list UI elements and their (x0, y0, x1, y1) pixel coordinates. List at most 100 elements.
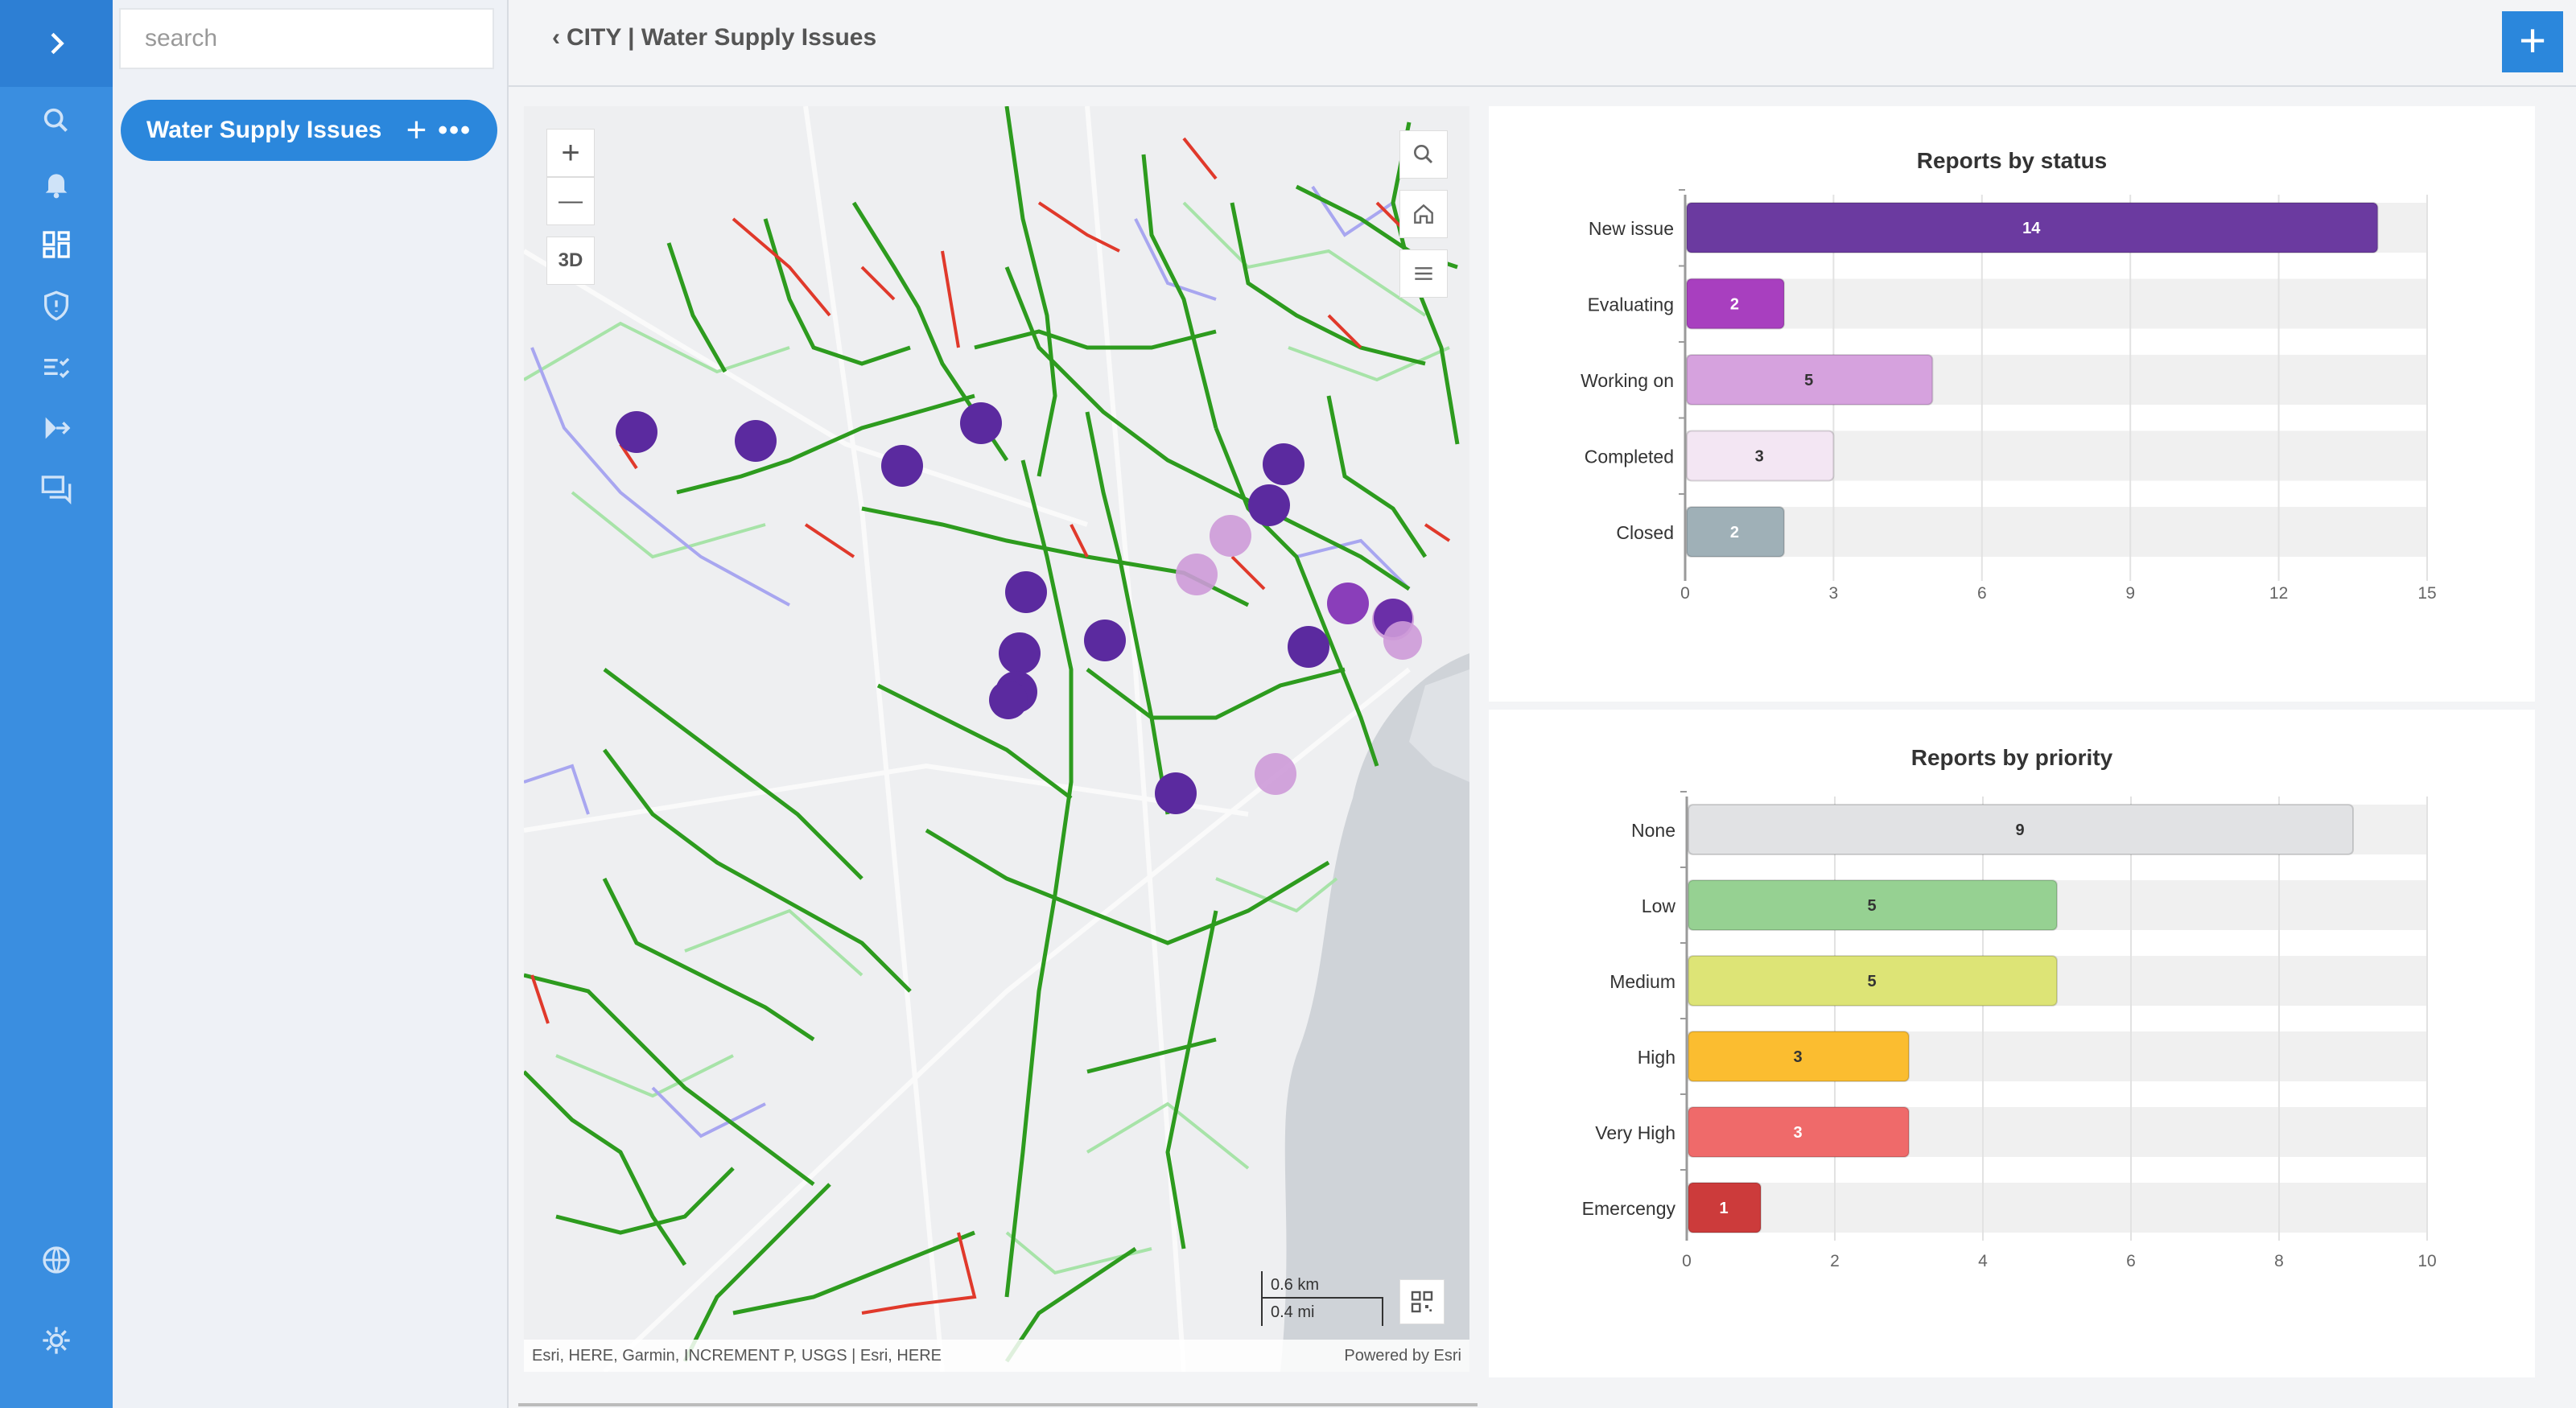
dashboard-icon (43, 231, 70, 258)
x-tick-label: 6 (1977, 584, 1987, 603)
bar[interactable] (1686, 430, 1835, 482)
home-button[interactable] (1399, 190, 1448, 238)
bar-value-label: 14 (2022, 220, 2041, 237)
rail-search-button[interactable] (0, 97, 113, 145)
x-tick-label: 10 (2417, 1252, 2436, 1270)
category-label: Medium (1609, 971, 1675, 992)
rail-dashboard-button[interactable] (0, 220, 113, 269)
category-label: Low (1642, 895, 1676, 916)
bar-value-label: 3 (1755, 448, 1764, 466)
priority-chart: 9 None 5 Low 5 Medium 3 High 3 Very High 1 Emerceng… (1582, 791, 2437, 1270)
bar[interactable] (1686, 202, 2379, 253)
bar[interactable] (1688, 804, 2354, 855)
globe-icon (43, 1246, 70, 1274)
bar-value-label: 1 (1719, 1200, 1728, 1217)
category-label: Working on (1581, 370, 1674, 391)
map-view[interactable]: + — 3D 0.6 km 0.4 mi Esri, HERE, Garmin,… (524, 106, 1469, 1372)
chevron-right-icon (51, 32, 64, 55)
list-icon (1415, 267, 1432, 280)
status-chart: 14 New issue 2 Evaluating 5 Working on 3 Comple… (1581, 189, 2437, 603)
bar-track (1685, 507, 2427, 557)
bar[interactable] (1688, 1031, 1910, 1082)
bell-icon (45, 174, 68, 199)
rail-messages-button[interactable] (0, 465, 113, 513)
x-tick-label: 6 (2126, 1252, 2136, 1270)
flow-icon (45, 417, 71, 439)
bar[interactable] (1686, 354, 1934, 406)
map-basemap[interactable] (524, 106, 1469, 1372)
chart-title-priority: Reports by priority (1910, 745, 2113, 770)
qr-code-icon (1411, 1291, 1433, 1313)
bar[interactable] (1688, 1182, 1762, 1233)
scale-bar: 0.6 km 0.4 mi (1261, 1271, 1383, 1326)
page-header: ‹ CITY | Water Supply Issues + (509, 0, 2576, 87)
layers-panel: search Water Supply Issues + ••• (113, 0, 509, 1408)
rail-security-button[interactable] (0, 282, 113, 330)
x-tick-label: 4 (1978, 1252, 1988, 1270)
shield-icon (44, 290, 68, 321)
back-icon[interactable]: ‹ (552, 24, 560, 51)
priority-chart-card: Reports by priority 9 None 5 Low 5 Medium 3 Hig… (1489, 710, 2535, 1377)
bar[interactable] (1688, 1106, 1910, 1158)
x-tick-label: 9 (2125, 584, 2135, 603)
bar-value-label: 3 (1793, 1124, 1802, 1142)
add-icon[interactable]: + (406, 110, 427, 150)
gear-icon (43, 1327, 70, 1354)
rail-globe-button[interactable] (0, 1236, 113, 1284)
x-tick-label: 0 (1682, 1252, 1692, 1270)
rail-tasks-button[interactable] (0, 343, 113, 391)
scale-km: 0.6 km (1261, 1271, 1383, 1299)
layer-list-button[interactable] (1399, 249, 1448, 298)
qr-button[interactable] (1399, 1279, 1445, 1324)
rail-notifications-button[interactable] (0, 159, 113, 208)
page-title: ‹ CITY | Water Supply Issues (552, 24, 876, 51)
category-label: Emercengy (1582, 1198, 1676, 1219)
search-icon (1414, 145, 1433, 164)
add-widget-button[interactable]: + (2502, 11, 2563, 72)
bar-value-label: 3 (1793, 1048, 1802, 1066)
layer-label: Water Supply Issues (146, 117, 382, 143)
checklist-icon (44, 357, 70, 379)
page-title-text: CITY | Water Supply Issues (567, 24, 877, 51)
bar-value-label: 2 (1730, 524, 1739, 541)
map-search-button[interactable] (1399, 130, 1448, 179)
bar-value-label: 2 (1730, 296, 1739, 314)
zoom-in-button[interactable]: + (546, 129, 595, 177)
category-label: None (1631, 820, 1675, 841)
bar[interactable] (1688, 879, 2058, 931)
bar-track (1687, 1183, 2427, 1233)
bar[interactable] (1688, 955, 2058, 1007)
bar-value-label: 5 (1867, 897, 1876, 915)
category-label: New issue (1589, 218, 1674, 239)
expand-button[interactable] (0, 0, 113, 87)
category-label: High (1638, 1047, 1675, 1068)
divider (518, 1403, 1478, 1406)
rail-flows-button[interactable] (0, 404, 113, 452)
bar-value-label: 5 (1867, 973, 1876, 990)
x-tick-label: 3 (1829, 584, 1839, 603)
layer-water-supply-issues[interactable]: Water Supply Issues + ••• (121, 100, 497, 161)
chat-icon (41, 476, 72, 505)
attribution-text: Esri, HERE, Garmin, INCREMENT P, USGS | … (532, 1346, 942, 1365)
rail-settings-button[interactable] (0, 1316, 113, 1365)
category-label: Closed (1616, 522, 1674, 543)
x-tick-label: 15 (2417, 584, 2436, 603)
home-icon (1414, 204, 1433, 224)
icon-rail (0, 0, 113, 1408)
zoom-out-button[interactable]: — (546, 177, 595, 225)
category-label: Completed (1585, 447, 1674, 467)
search-icon (43, 108, 68, 132)
bar[interactable] (1686, 506, 1785, 558)
x-tick-label: 2 (1830, 1252, 1840, 1270)
toggle-3d-button[interactable]: 3D (546, 237, 595, 285)
category-label: Evaluating (1588, 294, 1674, 315)
bar-value-label: 9 (2015, 821, 2024, 839)
status-chart-card: Reports by status 14 New issue 2 Evaluating… (1489, 106, 2535, 702)
search-input[interactable]: search (119, 8, 494, 69)
scale-mi: 0.4 mi (1261, 1299, 1383, 1326)
bar-value-label: 5 (1804, 372, 1813, 389)
x-tick-label: 8 (2274, 1252, 2284, 1270)
category-label: Very High (1595, 1122, 1675, 1143)
bar[interactable] (1686, 278, 1785, 330)
more-options-icon[interactable]: ••• (438, 114, 472, 146)
